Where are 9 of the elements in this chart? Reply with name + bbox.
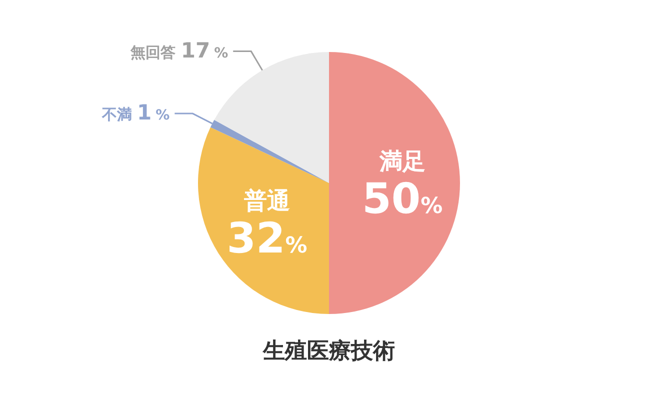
slice-label: 満足 (378, 149, 426, 175)
slice-label: 無回答 (130, 43, 181, 62)
slice-label: 不満 (100, 106, 138, 124)
text: 生殖医療技術 (262, 338, 395, 364)
data-label: 1% (137, 100, 170, 125)
data-label: 17% (180, 38, 228, 62)
data-label: 32% (226, 213, 308, 262)
data-label: 50% (362, 174, 443, 223)
slice-label: 普通 (243, 187, 290, 214)
